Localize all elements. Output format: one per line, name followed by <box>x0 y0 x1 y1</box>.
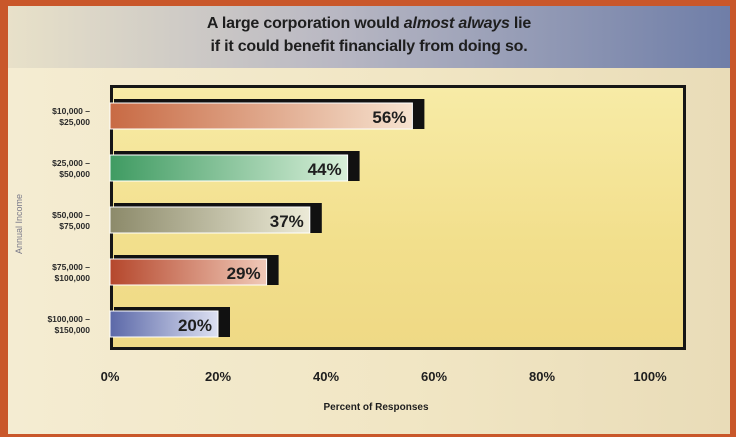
bar-value-label-2: 37% <box>270 212 304 231</box>
x-tick-label-0: 0% <box>101 369 120 384</box>
category-label-3-0: $75,000 – <box>52 262 90 272</box>
x-tick-label-2: 40% <box>313 369 339 384</box>
x-tick-label-1: 20% <box>205 369 231 384</box>
category-label-1-0: $25,000 – <box>52 158 90 168</box>
title-line1-start: A large corporation would <box>206 15 404 32</box>
title-line2: if it could benefit financially from doi… <box>210 38 528 55</box>
bar-value-label-1: 44% <box>308 160 342 179</box>
bar-value-label-4: 20% <box>178 316 212 335</box>
category-label-1-1: $50,000 <box>59 169 90 179</box>
chart-frame: A large corporation would almost always … <box>8 6 730 434</box>
category-label-4-0: $100,000 – <box>47 314 90 324</box>
bar-value-label-3: 29% <box>227 264 261 283</box>
bar-0 <box>109 102 413 130</box>
chart-title: A large corporation would almost always … <box>8 12 730 58</box>
category-label-2-1: $75,000 <box>59 221 90 231</box>
category-label-3-1: $100,000 <box>55 273 91 283</box>
bar-3 <box>109 258 268 286</box>
bar-value-label-0: 56% <box>372 108 406 127</box>
y-axis-title: Annual Income <box>14 194 24 254</box>
bar-1 <box>109 154 349 182</box>
x-tick-label-3: 60% <box>421 369 447 384</box>
x-tick-label-4: 80% <box>529 369 555 384</box>
x-axis-title: Percent of Responses <box>323 402 428 413</box>
category-label-4-1: $150,000 <box>55 325 91 335</box>
bar-2 <box>109 206 311 234</box>
category-label-0-1: $25,000 <box>59 117 90 127</box>
bar-4 <box>109 310 219 338</box>
category-label-0-0: $10,000 – <box>52 106 90 116</box>
title-banner: A large corporation would almost always … <box>8 6 730 68</box>
title-line1-end: lie <box>509 15 532 32</box>
bar-chart: 56% $10,000 –$25,000 44% $25,000 –$50,000 37… <box>14 99 667 413</box>
title-emphasis: almost always <box>403 15 510 32</box>
category-label-2-0: $50,000 – <box>52 210 90 220</box>
x-tick-label-5: 100% <box>633 369 667 384</box>
